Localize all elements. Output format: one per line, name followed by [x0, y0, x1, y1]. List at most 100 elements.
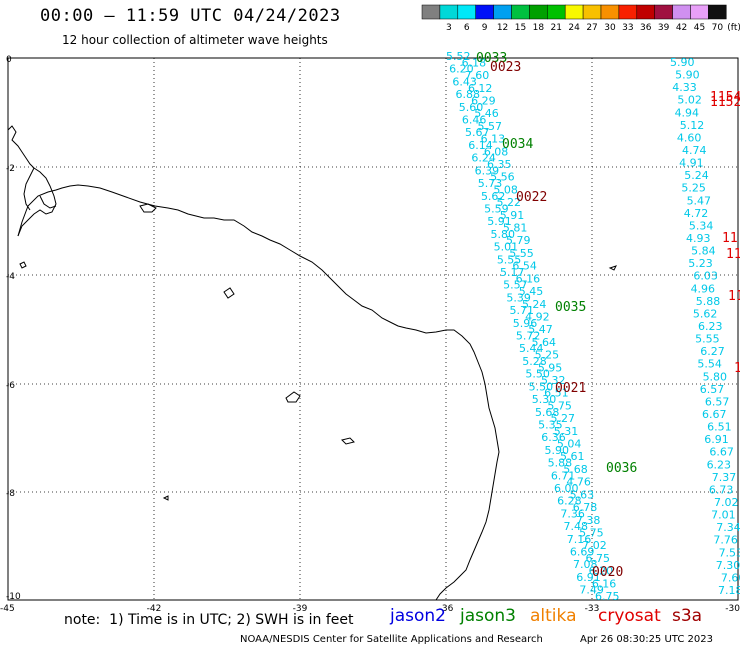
wave-value: 6.39	[475, 164, 500, 177]
wave-value: 6.91	[576, 571, 601, 584]
wave-value: 6.23	[707, 458, 732, 471]
wave-value: 5.28	[522, 355, 547, 368]
colorbar-tick-label: 45	[694, 23, 705, 33]
wave-value: 4.93	[686, 232, 711, 245]
colorbar-tick-label: 24	[568, 23, 580, 33]
wave-value: 5.72	[516, 330, 541, 343]
pass-time-label: 1	[734, 361, 740, 376]
wave-value: 5.73	[478, 177, 503, 190]
colorbar-tick-label: 21	[551, 23, 562, 33]
colorbar-tick-label: 9	[482, 23, 488, 33]
wave-value: 5.52	[446, 50, 471, 63]
wave-value: 4.91	[679, 157, 704, 170]
wave-value: 5.55	[695, 333, 720, 346]
colorbar-tick-label: 18	[533, 23, 545, 33]
wave-value: 5.91	[487, 215, 512, 228]
colorbar-tick-label: 70	[712, 23, 724, 33]
pass-time-label: 0034	[502, 137, 533, 152]
wave-value: 5.24	[522, 298, 547, 311]
wave-value: 6.73	[709, 483, 734, 496]
coastline-island-1	[139, 203, 157, 213]
wave-value: 6.14	[468, 139, 493, 152]
map-axes: -45 -42 -39 -36 -33 -30 0 -2 -4 -6 -8 -10	[0, 55, 740, 614]
wave-value: 6.35	[487, 158, 512, 171]
coastline-inlet	[23, 167, 57, 211]
wave-value: 7.16	[567, 533, 592, 546]
wave-value: 5.12	[680, 119, 705, 132]
wave-value: 5.32	[541, 374, 566, 387]
wave-value: 5.79	[506, 234, 531, 247]
wave-value: 5.96	[513, 317, 538, 330]
wave-value: 4.92	[525, 310, 550, 323]
legend-jason2: jason2	[390, 606, 446, 626]
legend-cryosat: cryosat	[598, 606, 661, 626]
wave-value: 4.94	[675, 106, 700, 119]
wave-value: 5.02	[677, 94, 702, 107]
wave-value: 6.18	[462, 56, 487, 69]
wave-value: 5.55	[509, 247, 534, 260]
wave-value: 5.23	[688, 257, 713, 270]
wave-value: 6.46	[462, 114, 487, 127]
wave-value: 7.53	[719, 546, 740, 559]
wave-value: 5.88	[696, 295, 721, 308]
colorbar-swatch	[529, 4, 548, 20]
wave-value: 5.68	[535, 406, 560, 419]
wave-value: 6.54	[512, 260, 537, 273]
colorbar: 3 6 9 12 15 18 21 24 27 30 33 36 39 42 45 70 (ft)	[421, 4, 740, 33]
wave-value: 7.60	[465, 69, 490, 82]
pass-time-label: 11	[726, 247, 740, 262]
coastline-mainland	[17, 184, 500, 601]
wave-value: 6.57	[705, 395, 730, 408]
wave-value: 6.36	[541, 431, 566, 444]
legend-s3a: s3a	[672, 606, 703, 626]
wave-value: 5.88	[548, 457, 573, 470]
wave-value: 5.64	[531, 336, 556, 349]
wave-value: 5.56	[490, 171, 515, 184]
wave-value: 5.54	[697, 358, 722, 371]
colorbar-swatch	[493, 4, 512, 20]
wave-value: 7.76	[713, 534, 738, 547]
coastline-island-3	[285, 391, 301, 403]
wave-value: 5.39	[506, 291, 530, 304]
wave-value: 6.24	[471, 152, 496, 165]
wave-value: 7.37	[712, 471, 737, 484]
colorbar-tick-label: 39	[658, 23, 670, 33]
wave-value: 5.63	[570, 488, 595, 501]
colorbar-unit: (ft)	[727, 23, 740, 33]
wave-value: 5.30	[532, 393, 557, 406]
wave-value: 5.67	[465, 126, 490, 139]
wave-value: 6.75	[585, 552, 610, 565]
y-tick-label: 0	[6, 55, 12, 65]
wave-value: 7.60	[721, 571, 740, 584]
wave-value: 4.60	[677, 131, 702, 144]
wave-value: 6.51	[707, 421, 732, 434]
wave-value: 5.50	[525, 368, 550, 381]
wave-value: 5.55	[497, 253, 521, 266]
colorbar-swatch	[547, 4, 566, 20]
wave-value: 6.43	[452, 75, 477, 88]
wave-value: 6.67	[709, 446, 734, 459]
wave-value: 7.30	[716, 559, 740, 572]
colorbar-tick-label: 30	[604, 23, 616, 33]
wave-value: 6.27	[700, 345, 725, 358]
wave-value: 6.57	[700, 383, 725, 396]
wave-value: 6.88	[456, 88, 481, 101]
wave-value: 4.33	[672, 81, 697, 94]
wave-value: 6.23	[698, 320, 723, 333]
x-tick-label: -39	[293, 604, 308, 614]
map-note: note: 1) Time is in UTC; 2) SWH is in fe…	[64, 612, 354, 628]
colorbar-tick-label: 36	[640, 23, 652, 33]
map-frame	[7, 57, 739, 601]
wave-value: 4.72	[684, 207, 709, 220]
wave-value: 6.16	[592, 577, 617, 590]
wave-value: 5.95	[538, 361, 563, 374]
wave-value: 5.60	[459, 101, 484, 114]
colorbar-tick-label: 6	[464, 23, 470, 33]
y-tick-label: -2	[6, 164, 15, 174]
coastline-island-4	[341, 437, 355, 445]
wave-value: 5.35	[538, 418, 563, 431]
wave-value: 6.28	[557, 495, 582, 508]
footer-credit: NOAA/NESDIS Center for Satellite Applica…	[240, 634, 543, 645]
wave-value: 6.16	[516, 272, 541, 285]
colorbar-swatch	[654, 4, 673, 20]
